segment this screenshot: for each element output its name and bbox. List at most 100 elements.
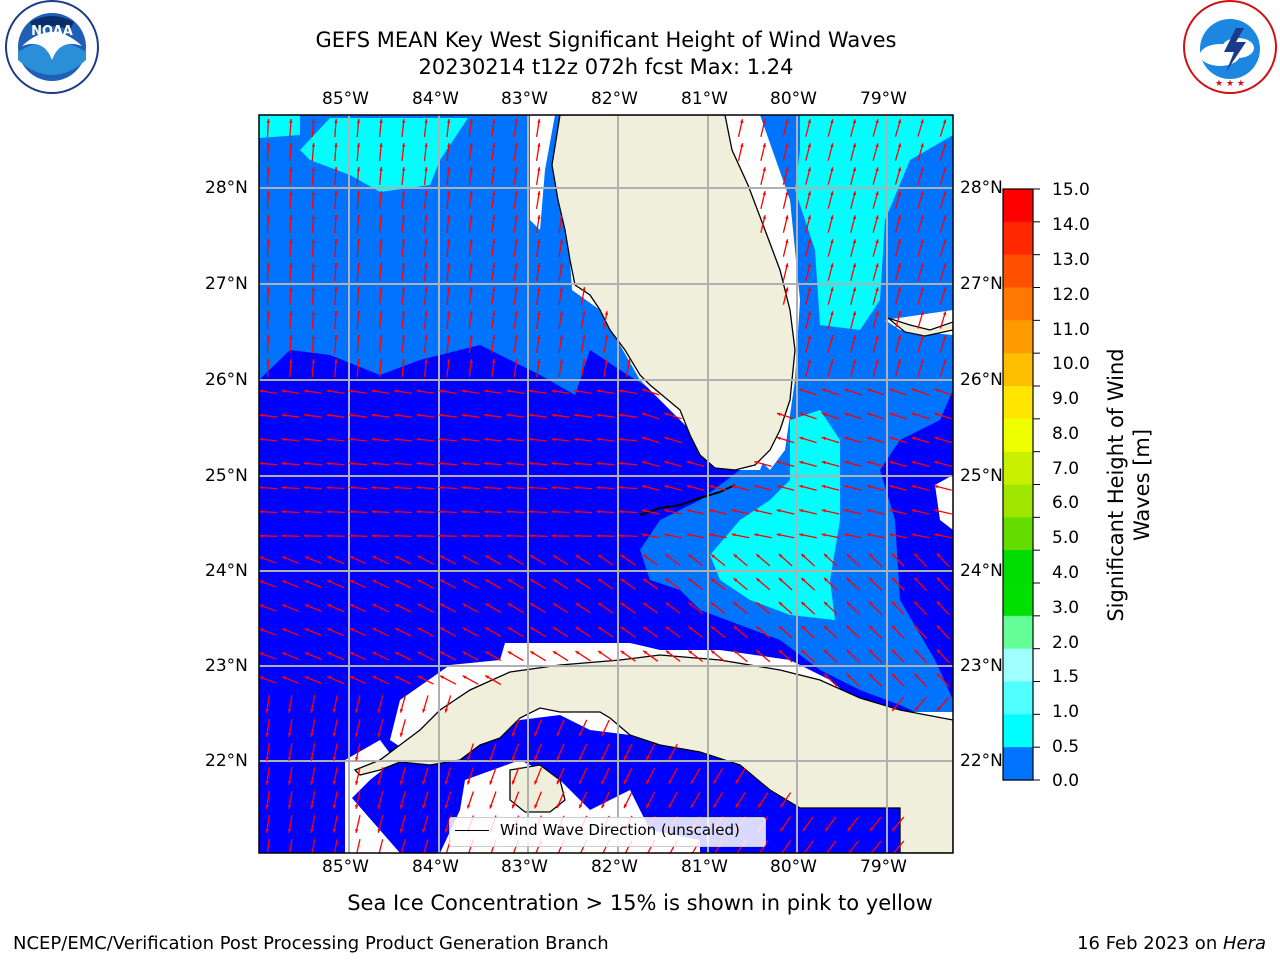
- chart-title: GEFS MEAN Key West Significant Height of…: [315, 28, 897, 52]
- colorbar-tick: 13.0: [1052, 250, 1090, 270]
- wind-wave-arrow-head: [356, 191, 361, 195]
- legend-line-swatch: [455, 830, 489, 831]
- wind-wave-arrow-head: [942, 239, 947, 244]
- wind-wave-arrow-head: [575, 555, 580, 559]
- wind-wave-arrow-head: [289, 143, 293, 147]
- wind-wave-arrow-head: [310, 829, 314, 833]
- wind-wave-arrow-head: [334, 359, 338, 363]
- wind-wave-arrow-head: [807, 143, 811, 148]
- wind-wave-arrow-head: [936, 553, 941, 558]
- wind-wave-arrow-head: [327, 652, 332, 656]
- wind-wave-arrow-head: [688, 650, 693, 655]
- wind-wave-arrow-head: [942, 215, 947, 220]
- wind-wave-arrow-head: [529, 413, 533, 417]
- wind-wave-arrow-head: [934, 412, 939, 416]
- wind-wave-arrow-head: [304, 580, 309, 584]
- wind-wave-arrow-head: [821, 509, 826, 513]
- wind-wave-arrow-head: [446, 239, 451, 243]
- lon-label-bottom: 81°W: [681, 857, 728, 877]
- wind-wave-arrow-head: [485, 579, 490, 583]
- wind-wave-arrow-head: [641, 485, 646, 489]
- wind-wave-arrow-head: [467, 756, 471, 761]
- wind-wave-arrow-head: [643, 626, 648, 631]
- wind-wave-arrow-head: [911, 412, 916, 416]
- wind-wave-arrow-head: [889, 485, 894, 489]
- wind-wave-arrow-head: [559, 335, 564, 339]
- wind-wave-arrow-head: [551, 461, 556, 466]
- wind-wave-arrow-head: [259, 413, 263, 417]
- wind-wave-arrow-head: [259, 389, 263, 393]
- wind-wave-arrow-head: [807, 263, 811, 268]
- wind-wave-arrow-head: [484, 510, 488, 514]
- wind-wave-arrow-head: [394, 580, 399, 584]
- wind-wave-arrow-head: [534, 732, 538, 737]
- wind-wave-arrow-head: [469, 287, 473, 291]
- wind-wave-arrow-head: [551, 510, 556, 514]
- wind-wave-arrow-head: [830, 311, 834, 316]
- wind-wave-arrow-head: [462, 603, 467, 607]
- wind-wave-arrow-head: [642, 388, 646, 392]
- wind-wave-arrow-head: [936, 649, 941, 654]
- wind-wave-arrow-head: [530, 579, 535, 583]
- wind-wave-arrow-head: [596, 437, 601, 442]
- wind-wave-arrow-head: [394, 510, 398, 514]
- wind-wave-arrow-head: [289, 359, 293, 363]
- wind-wave-arrow-head: [311, 191, 316, 195]
- wind-wave-arrow-head: [866, 412, 871, 416]
- wind-wave-arrow-head: [311, 143, 316, 147]
- colorbar-segment: [1003, 287, 1033, 321]
- wind-wave-arrow-head: [830, 287, 834, 292]
- wind-wave-arrow-head: [731, 509, 736, 513]
- wind-wave-arrow-head: [830, 167, 834, 172]
- wind-wave-arrow-head: [424, 335, 428, 339]
- wind-wave-arrow-head: [266, 335, 271, 339]
- wind-wave-arrow-head: [846, 601, 851, 606]
- wind-wave-arrow-head: [582, 359, 586, 363]
- colorbar-segment: [1003, 451, 1033, 486]
- wind-wave-arrow-head: [762, 143, 766, 148]
- wind-wave-arrow-head: [846, 649, 851, 654]
- wind-wave-arrow-head: [596, 389, 601, 393]
- wind-wave-arrow: [333, 839, 338, 853]
- wind-wave-arrow-head: [379, 335, 383, 339]
- wind-wave-arrow-head: [377, 732, 381, 737]
- lon-label-top: 81°W: [681, 89, 728, 109]
- wind-wave-arrow-head: [334, 239, 338, 243]
- wind-wave-arrow-head: [289, 167, 293, 171]
- colorbar-tick: 2.0: [1052, 633, 1080, 653]
- wind-wave-arrow-head: [462, 555, 467, 559]
- wind-wave-arrow-head: [937, 706, 941, 711]
- wind-wave-arrow-head: [287, 805, 292, 809]
- wind-wave-arrow-head: [844, 509, 849, 513]
- wind-wave-arrow-head: [889, 533, 894, 537]
- wind-wave-arrow-head: [492, 215, 496, 219]
- wind-wave-arrow-head: [574, 461, 578, 466]
- lat-label-left: 23°N: [205, 656, 248, 676]
- wind-wave-arrow-head: [664, 485, 669, 489]
- wind-wave-arrow-head: [529, 437, 533, 442]
- wind-wave-arrow-head: [469, 143, 473, 147]
- colorbar: [1003, 188, 1040, 781]
- wind-wave-arrow-head: [469, 359, 473, 363]
- wind-wave-arrow-head: [897, 335, 902, 340]
- wind-wave-arrow-head: [846, 553, 851, 558]
- wind-wave-arrow-head: [709, 533, 714, 537]
- wind-wave-arrow-head: [665, 554, 670, 559]
- wind-wave-arrow-head: [891, 553, 896, 558]
- wind-wave-arrow-head: [799, 509, 804, 513]
- cuba-land: [353, 654, 953, 853]
- wind-wave-arrow-head: [377, 828, 381, 833]
- wind-wave-arrow-head: [334, 263, 338, 267]
- wind-wave-arrow-head: [942, 143, 947, 148]
- wind-wave-arrow-head: [461, 413, 466, 417]
- wind-wave-arrow-head: [371, 389, 376, 393]
- wind-wave-arrow-head: [506, 485, 511, 490]
- wind-wave-arrow-head: [394, 461, 398, 466]
- wind-wave-arrow-head: [875, 335, 879, 340]
- wind-wave-arrow-head: [552, 579, 557, 583]
- wind-wave-arrow-head: [484, 437, 488, 442]
- wind-wave-arrow-head: [446, 359, 451, 363]
- wind-wave-arrow-head: [304, 510, 308, 514]
- wind-wave-arrow-head: [394, 437, 398, 442]
- wind-wave-arrow-head: [920, 215, 924, 220]
